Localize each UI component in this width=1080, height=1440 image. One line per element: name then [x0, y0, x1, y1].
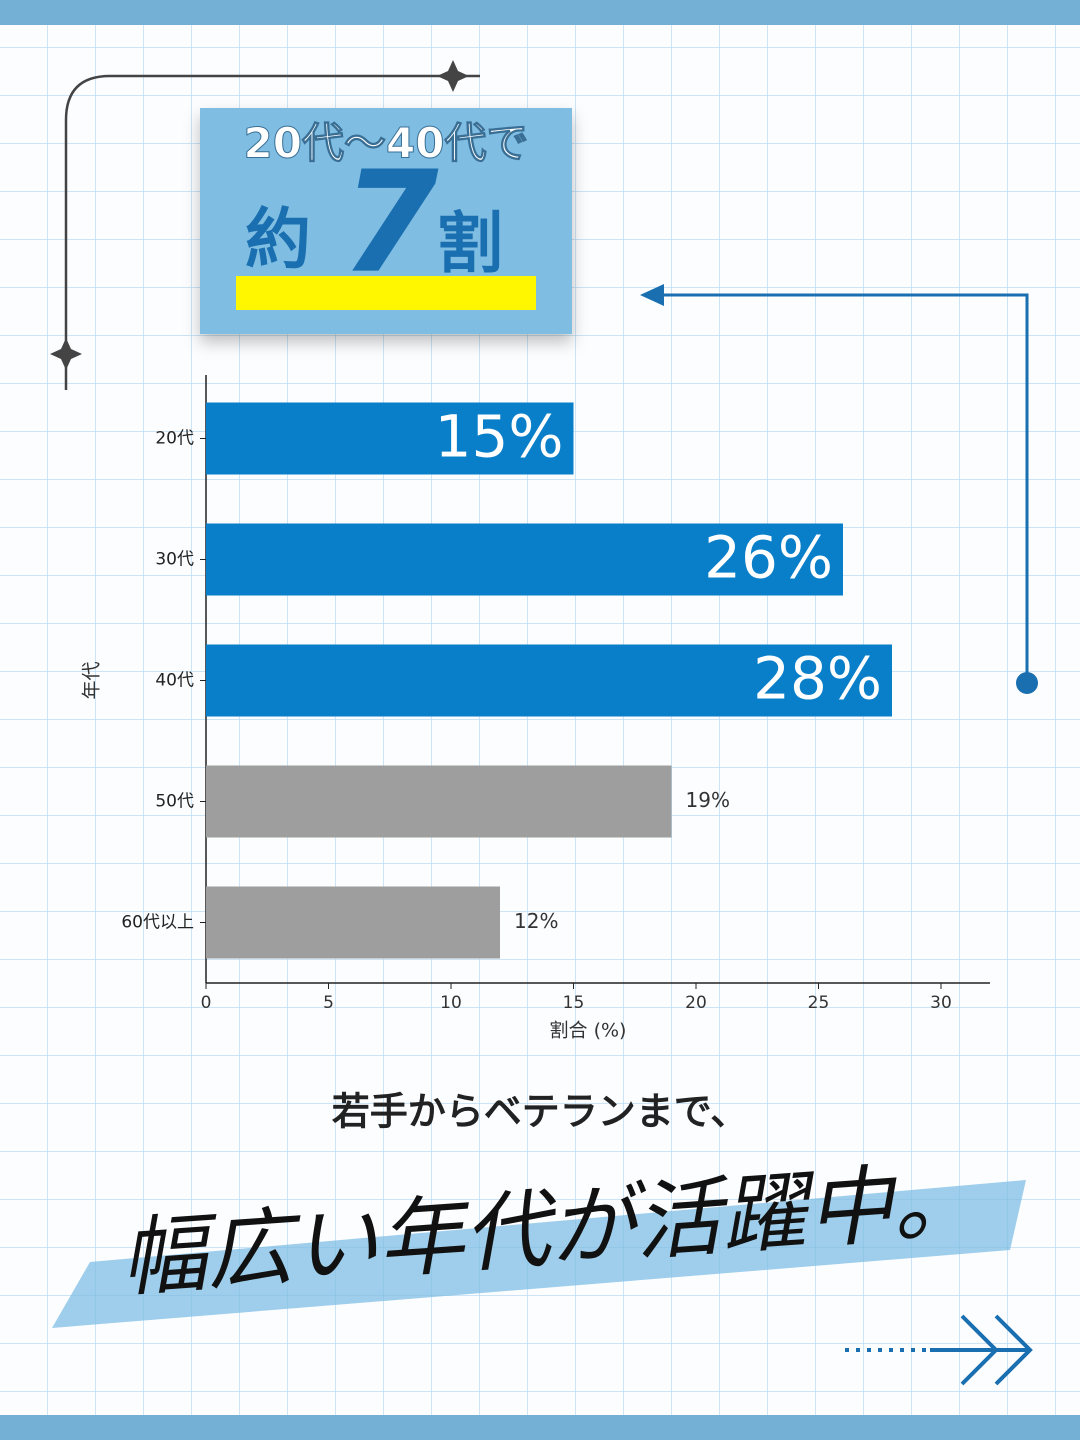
- top-band: [0, 0, 1080, 25]
- x-axis-label: 割合 (%): [550, 1020, 627, 1042]
- x-tick-label: 0: [201, 993, 212, 1013]
- x-tick-label: 5: [323, 993, 334, 1013]
- chart: 0 5 10 15 20 25 30 割合 (%) 年代 20代 15% 30代 26% 40代 28% 50…: [81, 375, 990, 1042]
- x-tick-label: 15: [563, 993, 585, 1013]
- bar: [206, 765, 672, 838]
- y-tick-label: 30代: [155, 550, 194, 570]
- x-tick-label: 10: [440, 993, 462, 1013]
- bar: [206, 886, 500, 959]
- value-label: 15%: [435, 403, 564, 471]
- value-label: 26%: [704, 524, 833, 592]
- arrow-head: [640, 284, 664, 306]
- frame-line: [64, 74, 480, 390]
- callout-prefix: 約: [245, 201, 311, 278]
- x-tick-label: 20: [685, 993, 707, 1013]
- x-tick-label: 30: [930, 993, 952, 1013]
- bar: [206, 644, 892, 717]
- value-label: 28%: [753, 645, 882, 713]
- tape: [52, 1180, 1026, 1328]
- arrow-line: [660, 293, 1029, 683]
- sparkle: [50, 338, 82, 370]
- bottom-band: [0, 1415, 1080, 1440]
- y-tick-label: 20代: [155, 429, 194, 449]
- callout-number: 7: [341, 142, 439, 305]
- value-label: 19%: [686, 788, 730, 812]
- y-tick-label: 50代: [155, 792, 194, 812]
- y-tick-label: 60代以上: [121, 913, 194, 933]
- next-arrow[interactable]: [930, 1314, 1033, 1386]
- arrow-dot: [1016, 672, 1038, 694]
- caption-line: 若手からベテランまで、: [332, 1090, 748, 1134]
- bar: [206, 523, 843, 596]
- x-tick-label: 25: [808, 993, 830, 1013]
- y-axis-label: 年代: [81, 661, 103, 699]
- y-tick-label: 40代: [155, 671, 194, 691]
- value-label: 12%: [514, 909, 558, 933]
- highlight: [236, 276, 536, 310]
- sparkle: [437, 60, 469, 92]
- callout-suffix: 割: [437, 205, 503, 282]
- callout-line: 20代〜40代で: [244, 119, 529, 168]
- bar: [206, 402, 574, 475]
